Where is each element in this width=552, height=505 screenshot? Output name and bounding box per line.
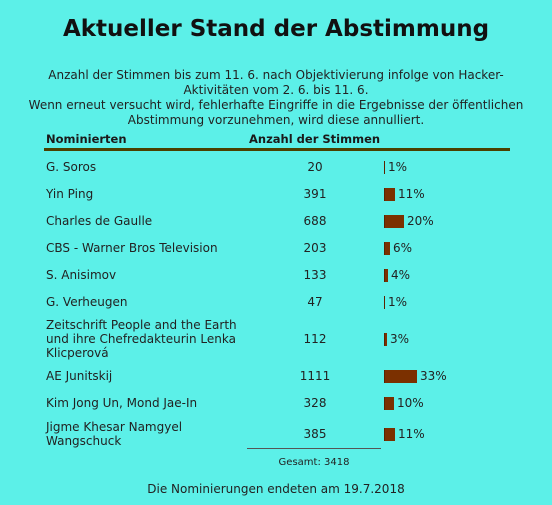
vote-count: 112 — [303, 332, 327, 346]
vote-percent: 1% — [388, 160, 408, 174]
intro-text: Anzahl der Stimmen bis zum 11. 6. nach O… — [0, 68, 552, 128]
intro-line: Aktivitäten vom 2. 6. bis 11. 6. — [183, 83, 369, 97]
vote-count: 20 — [307, 160, 323, 174]
vote-share-bar — [384, 370, 417, 383]
vote-count: 328 — [303, 396, 327, 410]
vote-percent: 11% — [398, 427, 425, 441]
vote-count: 1111 — [299, 369, 331, 383]
vote-percent: 6% — [393, 241, 413, 255]
vote-count: 385 — [303, 427, 327, 441]
vote-share-bar — [384, 161, 385, 174]
nominee-name: Zeitschrift People and the Earth und ihr… — [46, 318, 237, 360]
total-divider — [247, 448, 381, 449]
header-divider — [44, 148, 510, 151]
vote-count: 47 — [307, 295, 323, 309]
column-header-name: Nominierten — [46, 132, 127, 146]
vote-share-bar — [384, 333, 387, 346]
vote-share-bar — [384, 428, 395, 441]
vote-share-bar — [384, 397, 394, 410]
nominee-name: Kim Jong Un, Mond Jae-In — [46, 396, 198, 410]
vote-share-bar — [384, 269, 388, 282]
vote-count: 391 — [303, 187, 327, 201]
total-votes: Gesamt: 3418 — [278, 457, 350, 468]
intro-line: Abstimmung vorzunehmen, wird diese annul… — [127, 113, 425, 127]
vote-percent: 1% — [388, 295, 408, 309]
vote-count: 203 — [303, 241, 327, 255]
nominee-name: Yin Ping — [46, 187, 94, 201]
vote-percent: 20% — [407, 214, 434, 228]
footer-note: Die Nominierungen endeten am 19.7.2018 — [147, 482, 405, 496]
vote-percent: 3% — [390, 332, 410, 346]
vote-count: 688 — [303, 214, 327, 228]
page-title: Aktueller Stand der Abstimmung — [62, 16, 490, 42]
column-header-count: Anzahl der Stimmen — [249, 132, 381, 146]
nominee-name: Charles de Gaulle — [46, 214, 153, 228]
vote-share-bar — [384, 242, 390, 255]
nominee-name: S. Anisimov — [46, 268, 117, 282]
vote-count: 133 — [303, 268, 327, 282]
vote-percent: 4% — [391, 268, 411, 282]
nominee-name: CBS - Warner Bros Television — [46, 241, 218, 255]
nominee-name: G. Soros — [46, 160, 97, 174]
vote-percent: 11% — [398, 187, 425, 201]
vote-share-bar — [384, 296, 385, 309]
vote-percent: 33% — [420, 369, 447, 383]
intro-line: Wenn erneut versucht wird, fehlerhafte E… — [28, 98, 524, 112]
nominee-name: G. Verheugen — [46, 295, 128, 309]
vote-percent: 10% — [397, 396, 424, 410]
intro-line: Anzahl der Stimmen bis zum 11. 6. nach O… — [48, 68, 504, 82]
nominee-name: AE Junitskij — [46, 369, 113, 383]
vote-share-bar — [384, 215, 404, 228]
nominee-name: Jigme Khesar Namgyel Wangschuck — [46, 420, 183, 448]
vote-share-bar — [384, 188, 395, 201]
